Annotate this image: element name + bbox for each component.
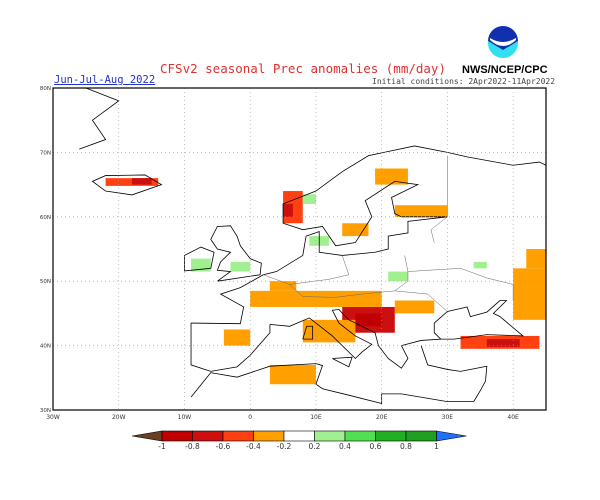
coastline	[91, 174, 163, 196]
noaa-logo	[488, 26, 518, 58]
colorbar-lower-arrow	[131, 430, 163, 442]
initial-conditions-label: Initial conditions: 2Apr2022-11Apr2022	[372, 77, 556, 86]
anomaly-patch	[283, 203, 293, 217]
anomaly-patch	[486, 339, 520, 347]
anomaly-patch	[526, 249, 546, 269]
colorbar-segment	[283, 430, 315, 442]
coastline	[191, 145, 547, 325]
anomaly-patch	[269, 364, 316, 385]
colorbar-segment	[161, 430, 193, 442]
anomaly-patch	[250, 290, 382, 307]
colorbar-segment	[344, 430, 376, 442]
x-tick-label: 20W	[112, 414, 126, 421]
y-tick-label: 80N	[40, 86, 51, 92]
x-tick-label: 0	[248, 414, 252, 421]
colorbar-segment	[192, 430, 224, 442]
colorbar-segment	[375, 430, 407, 442]
anomaly-patch	[388, 271, 408, 282]
anomaly-patch	[394, 205, 448, 217]
colorbar-tick-label: -0.4	[246, 442, 261, 451]
coastline	[184, 246, 215, 272]
colorbar-tick-label: -0.6	[216, 442, 231, 451]
coastline	[332, 356, 353, 368]
colorbar-segment	[253, 430, 285, 442]
country-border	[289, 255, 350, 285]
anomaly-patch	[269, 281, 297, 291]
coastline	[420, 345, 488, 402]
map-frame	[52, 87, 547, 411]
anomaly-patch	[223, 329, 251, 346]
colorbar-segment	[222, 430, 254, 442]
coastline	[302, 325, 314, 340]
colorbar-tick-label: 1	[434, 442, 439, 451]
colorbar-tick-label: -1	[158, 442, 166, 451]
country-border	[263, 255, 409, 298]
season-label: Jun-Jul-Aug 2022	[54, 74, 156, 86]
y-tick-label: 40N	[40, 344, 51, 350]
colorbar-tick-label: 0.4	[339, 442, 351, 451]
x-tick-label: 30W	[46, 414, 60, 421]
x-tick-label: 10W	[178, 414, 192, 421]
anomaly-patch	[342, 223, 369, 237]
coastline	[190, 363, 474, 405]
coastline	[79, 87, 120, 150]
x-tick-label: 10E	[310, 414, 322, 421]
colorbar-segment	[405, 430, 437, 442]
colorbar-tick-label: 0.6	[370, 442, 382, 451]
colorbar-tick-label: -0.8	[185, 442, 200, 451]
country-border	[430, 216, 448, 243]
coastline	[190, 323, 271, 372]
anomaly-patch	[394, 300, 435, 314]
colorbar-tick-label: 0.8	[400, 442, 412, 451]
y-tick-label: 70N	[40, 150, 51, 156]
y-tick-label: 50N	[40, 279, 51, 285]
anomaly-patch	[131, 178, 152, 185]
colorbar-upper-arrow	[436, 430, 467, 442]
y-tick-label: 60N	[40, 215, 51, 221]
colorbar-segment	[314, 430, 346, 442]
coastline	[210, 225, 262, 282]
anomaly-patch	[230, 261, 251, 272]
country-border	[394, 290, 448, 312]
anomaly-patch	[191, 258, 211, 272]
colorbar-tick-label: -0.2	[277, 442, 292, 451]
x-tick-label: 20E	[376, 414, 388, 421]
map-title: CFSv2 seasonal Prec anomalies (mm/day)	[160, 61, 446, 76]
country-border	[407, 268, 514, 301]
y-tick-label: 30N	[40, 408, 51, 414]
anomaly-patch	[513, 268, 546, 320]
x-tick-label: 30E	[442, 414, 454, 421]
anomaly-patch	[302, 194, 316, 204]
x-tick-label: 40E	[507, 414, 519, 421]
anomaly-patch	[355, 313, 382, 327]
colorbar-tick-label: 0.2	[309, 442, 321, 451]
anomaly-patch	[473, 261, 487, 269]
agency-label: NWS/NCEP/CPC	[462, 64, 548, 76]
coastline	[269, 300, 525, 369]
anomaly-patch	[375, 168, 408, 185]
